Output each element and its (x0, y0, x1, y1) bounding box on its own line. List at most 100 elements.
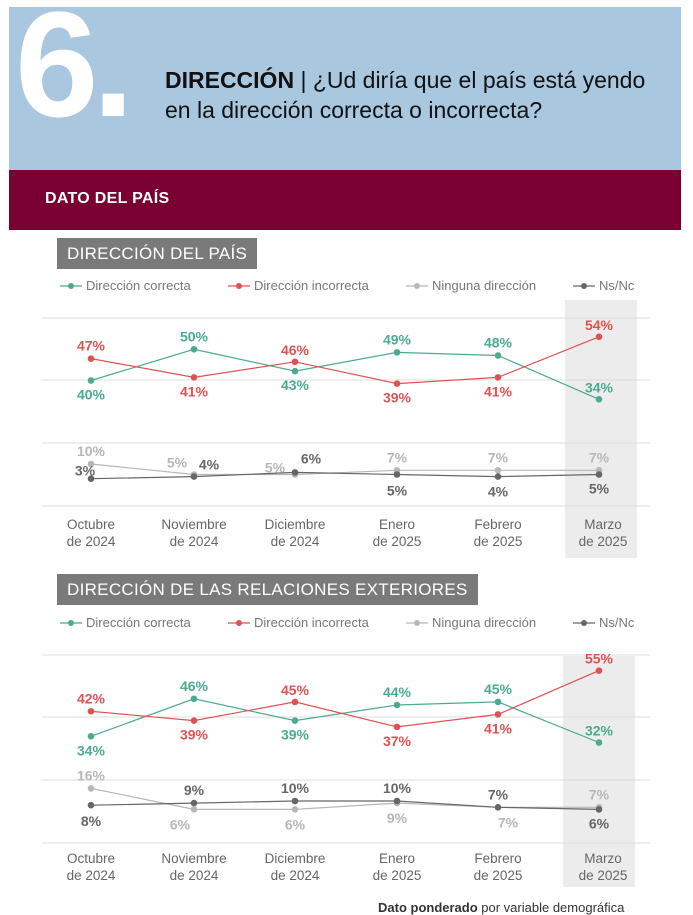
data-label-correcta: 32% (585, 723, 614, 739)
highlight-column (563, 656, 635, 887)
data-label-incorrecta: 37% (383, 733, 412, 749)
band-label: DATO DEL PAÍS (45, 190, 170, 207)
data-label-nsnc: 10% (281, 780, 310, 796)
x-tick-label: de 2025 (579, 868, 628, 883)
question-title: DIRECCIÓN (165, 67, 295, 93)
data-label-ninguna: 7% (498, 814, 519, 830)
data-label-ninguna: 7% (488, 449, 509, 465)
series-line-ninguna (90, 463, 599, 476)
data-point-incorrecta (291, 358, 299, 366)
data-point-ninguna (494, 467, 502, 474)
data-point-ninguna (87, 460, 95, 468)
legend-item-nsnc: Ns/Nc (573, 615, 634, 630)
data-point-incorrecta (595, 333, 603, 341)
data-point-correcta (393, 701, 401, 709)
x-tick-label: de 2024 (271, 868, 320, 883)
legend-item-incorrecta: Dirección incorrecta (228, 615, 369, 630)
data-point-nsnc (291, 469, 299, 476)
x-tick-label: de 2025 (373, 868, 422, 883)
section-number: 6. (15, 7, 134, 148)
x-tick-label: de 2025 (474, 868, 523, 883)
series-line-nsnc (90, 471, 600, 480)
legend-exteriores: Dirección correcta Dirección incorrecta … (60, 615, 660, 633)
section-band: DATO DEL PAÍS (9, 170, 681, 230)
data-point-correcta (87, 377, 95, 384)
data-label-incorrecta: 41% (484, 383, 513, 399)
data-point-correcta (494, 698, 502, 706)
data-point-nsnc (291, 797, 299, 805)
data-point-correcta (595, 739, 603, 746)
x-tick-label: Marzo (584, 517, 622, 532)
data-label-incorrecta: 42% (77, 690, 106, 706)
data-point-incorrecta (494, 374, 502, 381)
chart-title-exteriores: DIRECCIÓN DE LAS RELACIONES EXTERIORES (57, 574, 478, 605)
data-point-nsnc (595, 471, 603, 478)
data-point-incorrecta (190, 717, 198, 724)
data-point-incorrecta (291, 698, 299, 706)
x-tick-label: de 2024 (67, 868, 116, 883)
data-point-correcta (494, 352, 502, 359)
footer-note: Dato ponderado por variable demográfica (378, 900, 624, 915)
data-label-correcta: 43% (281, 377, 310, 393)
data-label-ninguna: 9% (387, 810, 408, 826)
x-tick-label: Octubre (67, 517, 115, 532)
data-point-nsnc (190, 799, 198, 807)
series-line-ninguna (90, 787, 599, 810)
data-point-nsnc (87, 475, 95, 482)
series-line-correcta (90, 698, 600, 744)
chart-pais: 10% 5% 5% 7% 7% 7% 3% 4% 6% 5% 4% 5% 40% 50% 43% 49% 48%… (42, 300, 650, 558)
data-point-nsnc (87, 801, 95, 809)
data-label-correcta: 46% (180, 678, 209, 694)
data-label-nsnc: 5% (387, 483, 408, 499)
data-label-nsnc: 3% (75, 463, 96, 479)
data-point-incorrecta (190, 374, 198, 381)
data-point-nsnc (190, 473, 198, 480)
data-label-correcta: 50% (180, 328, 209, 344)
data-label-incorrecta: 41% (484, 720, 513, 736)
x-tick-label: de 2024 (271, 534, 320, 549)
legend-label: Ninguna dirección (432, 278, 537, 293)
x-tick-label: de 2024 (170, 868, 219, 883)
data-point-incorrecta (595, 667, 603, 674)
data-label-correcta: 40% (77, 387, 106, 403)
legend-label: Dirección correcta (86, 615, 191, 630)
data-label-correcta: 44% (383, 684, 412, 700)
data-label-ninguna: 6% (170, 816, 191, 832)
data-label-correcta: 45% (484, 681, 513, 697)
series-line-incorrecta (90, 336, 600, 385)
data-label-incorrecta: 41% (180, 383, 209, 399)
data-label-nsnc: 6% (589, 815, 610, 831)
data-label-nsnc: 8% (81, 813, 102, 829)
data-label-correcta: 34% (77, 742, 106, 758)
data-label-nsnc: 9% (184, 782, 205, 798)
x-tick-label: Marzo (584, 851, 622, 866)
data-label-ninguna: 6% (285, 816, 306, 832)
legend-item-ninguna: Ninguna dirección (406, 615, 536, 630)
legend-label: Ns/Nc (599, 278, 635, 293)
x-tick-label: Noviembre (161, 517, 226, 532)
data-label-incorrecta: 39% (383, 390, 412, 406)
data-point-correcta (190, 345, 198, 353)
legend-item-correcta: Dirección correcta (60, 615, 191, 630)
data-point-nsnc (595, 806, 603, 813)
data-label-nsnc: 4% (199, 457, 220, 473)
question-text: DIRECCIÓN | ¿Ud diría que el país está y… (165, 65, 665, 125)
x-tick-label: Enero (379, 851, 415, 866)
legend-item-nsnc: Ns/Nc (573, 278, 634, 293)
data-point-ninguna (190, 806, 198, 813)
x-tick-label: Noviembre (161, 851, 226, 866)
data-label-nsnc: 7% (488, 786, 509, 802)
data-label-ninguna: 7% (589, 449, 610, 465)
data-label-incorrecta: 39% (180, 727, 209, 743)
chart-title-pais: DIRECCIÓN DEL PAÍS (57, 238, 258, 269)
legend-item-correcta: Dirección correcta (60, 278, 191, 293)
data-label-incorrecta: 54% (585, 317, 614, 333)
data-label-ninguna: 7% (387, 449, 408, 465)
x-tick-label: Octubre (67, 851, 115, 866)
data-label-nsnc: 10% (383, 780, 412, 796)
x-tick-label: Enero (379, 517, 415, 532)
data-point-nsnc (393, 471, 401, 478)
data-point-incorrecta (393, 723, 401, 731)
data-point-nsnc (494, 473, 502, 480)
legend-label: Dirección correcta (86, 278, 191, 293)
